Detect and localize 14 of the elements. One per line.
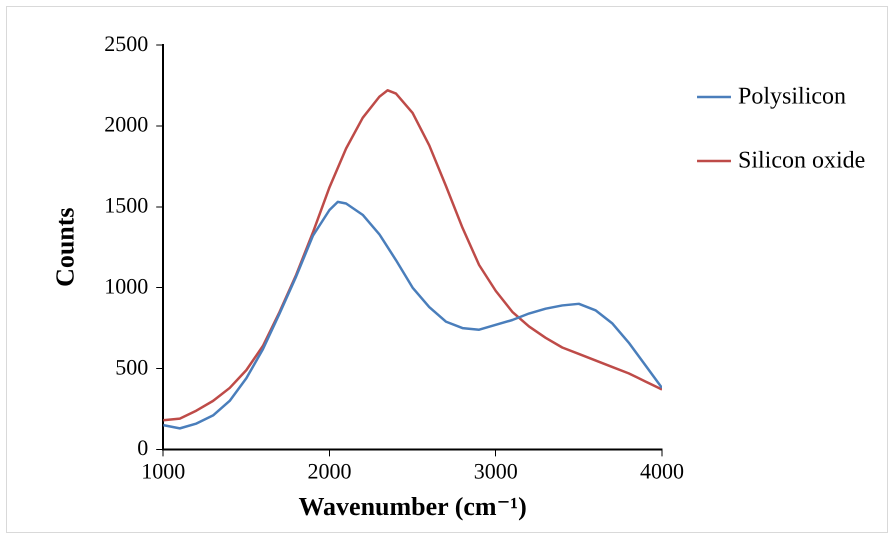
legend-label: Polysilicon [738,83,846,110]
x-tick-label: 2000 [307,458,352,484]
x-tick-label: 3000 [474,458,518,484]
x-axis-title: Wavenumber (cm⁻¹) [298,492,527,522]
y-tick-label: 500 [115,354,148,380]
x-tick-label: 4000 [640,458,684,484]
x-tick-label: 1000 [141,458,186,484]
y-tick-label: 1500 [104,192,148,218]
legend-label: Silicon oxide [738,147,866,174]
y-tick-label: 0 [137,435,148,460]
y-axis-title: Counts [50,207,80,287]
y-tick-label: 1000 [104,273,148,298]
y-tick-label: 2500 [104,30,148,56]
y-tick-label: 2000 [104,112,148,137]
